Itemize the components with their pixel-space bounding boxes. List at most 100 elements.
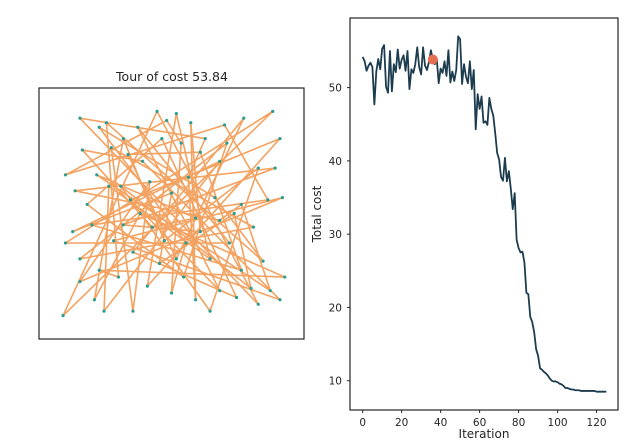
city-point — [80, 148, 84, 152]
cost-axis-ticks: 0 20 40 60 80 100 120 10 20 30 40 50 — [329, 83, 607, 429]
tour-edge — [187, 176, 197, 301]
city-point — [251, 225, 256, 229]
city-point — [203, 136, 207, 141]
city-point — [234, 295, 239, 300]
city-point — [73, 189, 77, 193]
city-point — [131, 309, 135, 313]
city-point — [218, 218, 222, 222]
city-point — [169, 291, 174, 295]
tour-edge — [98, 269, 120, 278]
city-point — [165, 118, 169, 123]
city-point — [184, 241, 188, 245]
city-point — [136, 125, 140, 129]
city-point — [189, 121, 193, 125]
tour-cities — [61, 109, 287, 318]
tour-edge — [64, 124, 226, 176]
city-point — [160, 136, 164, 141]
tour-edge — [79, 117, 207, 140]
y-tick-label: 40 — [329, 156, 342, 168]
x-tick-label: 0 — [359, 417, 366, 429]
tour-edge — [187, 137, 207, 178]
city-point — [194, 216, 198, 220]
city-point — [256, 166, 260, 170]
city-point — [227, 241, 231, 245]
tour-edge — [105, 121, 120, 278]
tour-edge — [122, 167, 276, 226]
city-point — [162, 239, 166, 243]
city-point — [181, 275, 186, 279]
tour-edge — [98, 269, 286, 278]
city-point — [249, 286, 253, 291]
tour-edge — [74, 190, 221, 222]
tour-edge — [79, 180, 151, 283]
tour-plot: Tour of cost 53.84 — [38, 69, 305, 340]
city-point — [179, 141, 183, 145]
city-point — [208, 309, 212, 313]
tour-edge — [240, 203, 272, 292]
city-point — [225, 141, 229, 145]
city-point — [186, 175, 190, 179]
city-point — [239, 268, 243, 272]
tour-edge — [209, 167, 260, 312]
city-point — [198, 150, 203, 154]
x-tick-label: 120 — [587, 417, 607, 429]
tour-edge — [91, 224, 243, 272]
city-point — [71, 230, 75, 234]
city-point — [213, 196, 217, 200]
tour-edge — [79, 142, 228, 260]
tour-edge — [141, 160, 281, 301]
city-point — [97, 125, 101, 129]
city-point — [218, 159, 222, 163]
tour-edge — [105, 121, 264, 262]
tour-edge — [79, 196, 284, 283]
tour-edge — [79, 226, 255, 260]
tour-edge — [189, 121, 202, 233]
tour-edge — [146, 137, 281, 287]
city-point — [138, 211, 142, 216]
city-point — [107, 184, 111, 188]
city-point — [121, 223, 125, 227]
y-tick-label: 10 — [329, 376, 342, 388]
city-point — [261, 259, 265, 263]
city-point — [266, 198, 270, 202]
city-point — [128, 198, 133, 202]
city-point — [140, 159, 145, 163]
current-cost-marker — [427, 54, 438, 65]
cost-plot: 0 20 40 60 80 100 120 10 20 30 40 50 Iteration Tota… — [310, 17, 619, 440]
city-point — [256, 302, 260, 306]
city-point — [208, 257, 212, 261]
x-tick-label: 80 — [512, 417, 525, 429]
tour-edge — [223, 124, 269, 201]
tour-edge — [86, 203, 185, 278]
city-point — [78, 280, 82, 284]
x-tick-label: 40 — [434, 417, 447, 429]
tour-edge — [151, 217, 197, 228]
cost-series-line — [361, 35, 607, 393]
city-point — [174, 257, 178, 261]
tour-edge — [81, 149, 144, 163]
city-point — [150, 225, 154, 229]
city-point — [126, 152, 130, 157]
tour-plot-title: Tour of cost 53.84 — [115, 69, 228, 84]
tour-edge — [182, 142, 228, 278]
tour-edges — [62, 110, 286, 317]
city-point — [194, 298, 198, 302]
tour-edge — [112, 196, 284, 242]
city-point — [104, 121, 109, 125]
city-point — [145, 284, 149, 288]
tour-edge — [86, 137, 163, 206]
city-point — [174, 112, 178, 116]
city-point — [278, 136, 282, 141]
city-point — [61, 314, 65, 318]
city-point — [131, 250, 135, 254]
city-point — [78, 257, 82, 261]
tour-edge — [189, 121, 197, 301]
city-point — [232, 211, 236, 216]
city-point — [242, 116, 246, 120]
city-point — [198, 230, 203, 234]
tour-edge — [218, 203, 243, 222]
y-axis-label: Total cost — [310, 185, 324, 243]
city-point — [218, 289, 222, 293]
city-point — [63, 173, 68, 177]
